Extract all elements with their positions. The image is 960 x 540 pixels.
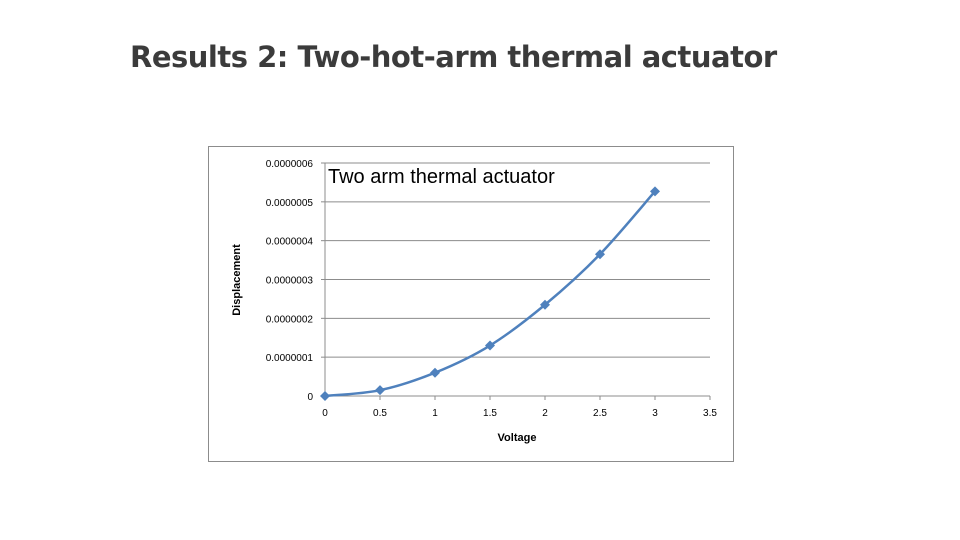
y-tick-label: 0.0000001 <box>266 353 314 364</box>
series-line <box>324 190 656 398</box>
y-tick-labels: 0 0.0000001 0.0000002 0.0000003 0.0000004 0.0… <box>266 159 314 403</box>
x-tick-label: 0.5 <box>373 408 387 419</box>
y-tick-label: 0.0000002 <box>266 314 314 325</box>
data-point <box>320 391 330 401</box>
y-tick-label: 0.0000005 <box>266 198 314 209</box>
x-tick-label: 3 <box>652 408 658 419</box>
data-point <box>485 340 495 351</box>
slide-title: Results 2: Two-hot-arm thermal actuator <box>130 40 777 74</box>
data-point <box>430 367 440 378</box>
axis-layer <box>321 162 711 400</box>
x-tick-labels: 0 0.5 1 1.5 2 2.5 3 3.5 <box>322 408 717 419</box>
x-tick-label: 1 <box>432 408 438 419</box>
y-axis-title: Displacement <box>231 244 243 316</box>
x-tick-label: 1.5 <box>483 408 497 419</box>
x-tick-label: 2.5 <box>593 408 607 419</box>
data-point <box>595 249 605 260</box>
data-point <box>375 385 385 396</box>
y-tick-label: 0 <box>307 392 313 403</box>
chart-container: 0 0.0000001 0.0000002 0.0000003 0.0000004 0.0… <box>208 146 734 462</box>
x-axis-title: Voltage <box>498 432 537 444</box>
series-layer <box>320 186 660 401</box>
x-tick-label: 0 <box>322 408 328 419</box>
x-tick-label: 2 <box>542 408 548 419</box>
chart-title: Two arm thermal actuator <box>328 166 555 188</box>
x-tick-label: 3.5 <box>703 408 717 419</box>
grid-layer <box>325 162 710 358</box>
data-point <box>540 299 550 310</box>
y-tick-label: 0.0000004 <box>266 237 314 248</box>
y-tick-label: 0.0000006 <box>266 159 314 170</box>
y-tick-label: 0.0000003 <box>266 276 314 287</box>
data-point <box>650 186 660 197</box>
displacement-chart: 0 0.0000001 0.0000002 0.0000003 0.0000004 0.0… <box>231 159 717 444</box>
